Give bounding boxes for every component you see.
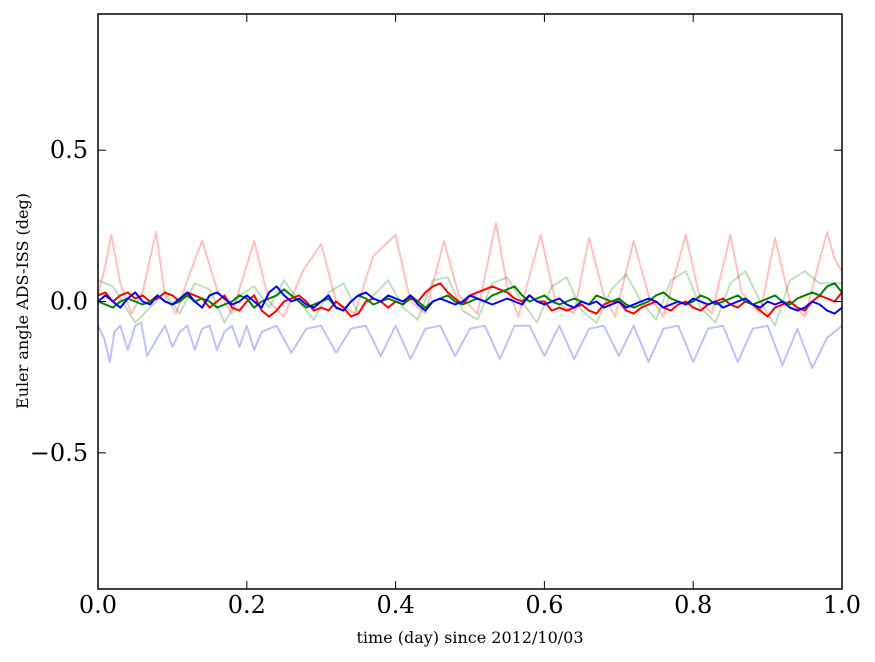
series-line-5	[97, 285, 843, 315]
y-tick-label: −0.5	[30, 439, 88, 467]
y-axis-label: Euler angle ADS-ISS (deg)	[13, 193, 32, 409]
x-tick-label: 0.4	[377, 591, 415, 619]
ticks-layer	[97, 14, 843, 589]
y-tick-label: 0.0	[50, 288, 88, 316]
labels-layer: 0.0 0.2 0.4 0.6 0.8 1.0 −0.5 0.0 0.5	[30, 136, 861, 619]
x-tick-label: 0.0	[79, 591, 117, 619]
x-tick-label: 0.2	[228, 591, 266, 619]
series-line-2	[97, 321, 843, 370]
y-tick-label: 0.5	[50, 136, 88, 164]
series-line-1	[97, 270, 842, 327]
x-tick-label: 0.6	[525, 591, 563, 619]
series-layer	[97, 221, 843, 370]
x-tick-label: 1.0	[823, 591, 861, 619]
x-tick-label: 0.8	[674, 591, 712, 619]
series-line-3	[97, 282, 843, 318]
x-axis-label: time (day) since 2012/10/03	[356, 628, 583, 647]
